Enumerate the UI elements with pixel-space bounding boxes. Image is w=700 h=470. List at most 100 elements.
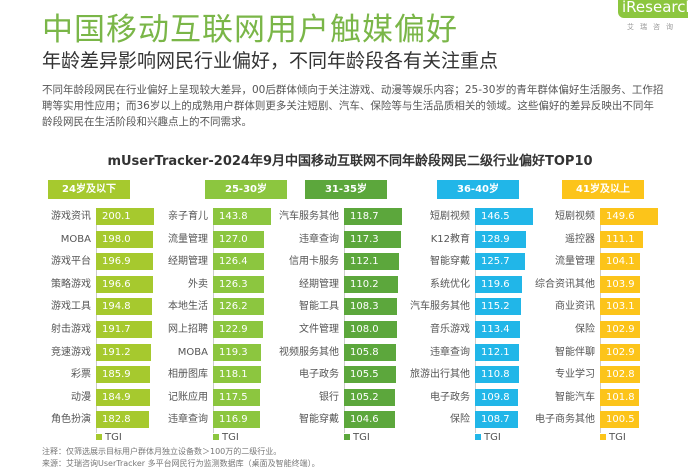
bar: 118.1 [213, 366, 261, 384]
bar: 126.2 [213, 298, 264, 316]
bar-row: 短剧视频 149.6 [530, 208, 670, 225]
category-label: 智能伴聊 [555, 346, 595, 358]
category-label: 游戏平台 [51, 256, 91, 268]
bar: 111.1 [600, 230, 644, 248]
category-label: 保险 [575, 324, 595, 335]
category-label: 角色扮演 [51, 414, 91, 426]
chart-title: mUserTracker-2024年9月中国移动互联网不同年龄段网民二级行业偏好… [107, 154, 593, 169]
bar-row: 短剧视频 146.5 [405, 208, 545, 225]
category-label: 电子政务 [299, 369, 339, 381]
bar-row: 违章查询 117.3 [272, 230, 412, 248]
bar: 127.0 [213, 230, 265, 248]
category-label: 遥控器 [565, 233, 595, 245]
panel-header: 41岁及以上 [562, 180, 644, 199]
category-label: 游戏资讯 [51, 211, 91, 222]
bar: 100.5 [600, 411, 639, 429]
category-label: 商业资讯 [555, 301, 595, 313]
category-label: K12教育 [430, 233, 470, 245]
bar-row: 流量管理 127.0 [165, 230, 305, 248]
category-label: 保险 [450, 414, 470, 426]
notes: 注释：仅筛选展示目标用户群体月独立设备数＞100万的二级行业。 来源：艾瑞咨询U… [42, 446, 320, 470]
bar: 182.8 [96, 411, 149, 429]
legend-swatch [213, 434, 219, 440]
legend-label: TGI [222, 432, 239, 443]
bar-row: MOBA 198.0 [40, 230, 180, 248]
category-label: 旅游出行其他 [410, 369, 470, 381]
bar: 143.8 [213, 208, 271, 225]
bar-row: 游戏资讯 200.1 [40, 208, 180, 225]
panel-header: 25-30岁 [205, 180, 287, 199]
bar-row: 彩票 185.9 [40, 366, 180, 384]
bar-row: 违章查询 112.1 [405, 343, 545, 361]
category-label: 射击游戏 [51, 324, 91, 335]
legend-label: TGI [353, 432, 370, 443]
bar-row: 专业学习 102.8 [530, 366, 670, 384]
bar-row: 流量管理 104.1 [530, 253, 670, 271]
bar: 191.7 [96, 321, 152, 338]
category-label: 短剧视频 [430, 211, 470, 222]
bar: 103.9 [600, 275, 641, 293]
bar: 117.3 [344, 230, 402, 248]
legend-swatch [475, 434, 481, 440]
bar: 104.6 [344, 411, 396, 429]
bar-row: 旅游出行其他 110.8 [405, 366, 545, 384]
category-label: 汽车服务其他 [410, 301, 470, 313]
bar-row: 汽车服务其他 118.7 [272, 208, 412, 225]
category-label: 流量管理 [555, 256, 595, 268]
category-label: 本地生活 [168, 301, 208, 313]
bar-row: K12教育 128.9 [405, 230, 545, 248]
category-label: 智能穿戴 [430, 256, 470, 268]
bar: 119.6 [475, 275, 523, 293]
bar: 126.4 [213, 253, 264, 271]
bar: 191.2 [96, 343, 152, 361]
bar: 185.9 [96, 366, 150, 384]
category-label: 音乐游戏 [430, 324, 470, 335]
bar-row: 信用卡服务 112.1 [272, 253, 412, 271]
bar-row: 策略游戏 196.6 [40, 275, 180, 293]
legend-label: TGI [105, 432, 122, 443]
category-label: 智能穿戴 [299, 414, 339, 426]
legend: TGI [213, 432, 239, 443]
bar: 200.1 [96, 208, 154, 225]
bar: 112.1 [475, 343, 520, 361]
category-label: 动漫 [71, 391, 91, 403]
bar-row: 角色扮演 182.8 [40, 411, 180, 429]
bar-row: 智能穿戴 125.7 [405, 253, 545, 271]
category-label: 违章查询 [168, 414, 208, 426]
bar-row: 商业资讯 103.1 [530, 298, 670, 316]
bar-row: 综合资讯其他 103.9 [530, 275, 670, 293]
bar-row: 违章查询 116.9 [165, 411, 305, 429]
bar: 110.2 [344, 275, 398, 293]
bar: 113.4 [475, 321, 520, 338]
panel-header: 31-35岁 [305, 180, 387, 199]
bar-row: 文件管理 108.0 [272, 321, 412, 338]
bar: 184.9 [96, 388, 150, 406]
category-label: MOBA [60, 233, 91, 245]
description: 不同年龄段网民在行业偏好上呈现较大差异，00后群体倾向于关注游戏、动漫等娱乐内容… [42, 84, 664, 128]
bar: 194.8 [96, 298, 153, 316]
bar: 102.8 [600, 366, 640, 384]
bar-row: 动漫 184.9 [40, 388, 180, 406]
bar-row: 智能穿戴 104.6 [272, 411, 412, 429]
axis-line [475, 208, 476, 433]
bar: 126.3 [213, 275, 264, 293]
category-label: 网上招聘 [168, 324, 208, 335]
category-label: 系统优化 [430, 278, 470, 290]
bar: 146.5 [475, 208, 533, 225]
bar-row: 系统优化 119.6 [405, 275, 545, 293]
bar: 196.6 [96, 275, 153, 293]
bar: 119.3 [213, 343, 262, 361]
bar-row: 智能工具 108.3 [272, 298, 412, 316]
logo-cn: 艾瑞咨询 [627, 23, 679, 31]
category-label: 竞速游戏 [51, 346, 91, 358]
bar-row: 音乐游戏 113.4 [405, 321, 545, 338]
legend: TGI [96, 432, 122, 443]
bar: 115.2 [475, 298, 521, 316]
category-label: 综合资讯其他 [535, 278, 595, 290]
category-label: 银行 [319, 391, 339, 403]
bar: 112.1 [344, 253, 399, 271]
bar-row: 汽车服务其他 115.2 [405, 298, 545, 316]
logo-text: iResearch [618, 0, 695, 18]
bar: 196.9 [96, 253, 154, 271]
bar: 103.1 [600, 298, 640, 316]
